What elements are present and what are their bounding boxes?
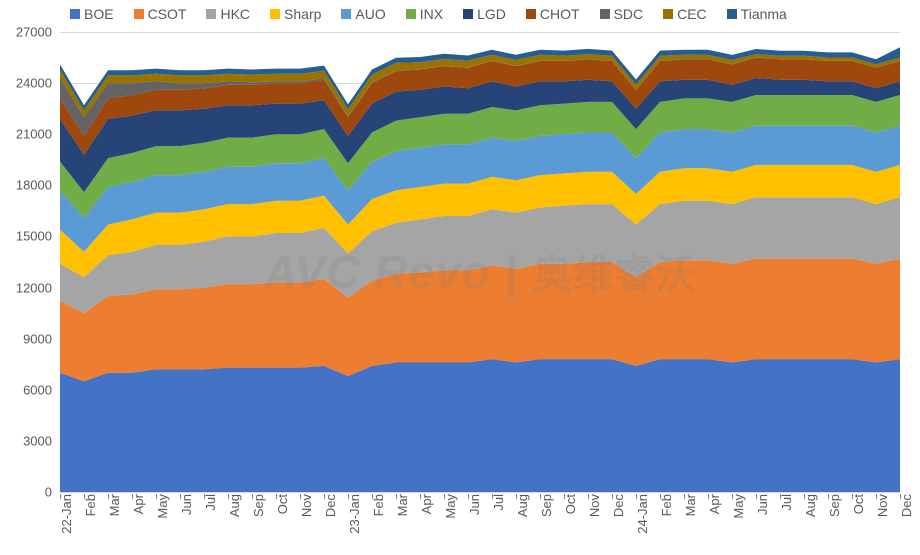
x-tick-label: Apr	[419, 494, 434, 514]
x-tick-label: May	[155, 494, 170, 519]
x-tick-label: Mar	[683, 494, 698, 516]
area-series-boe	[60, 359, 900, 492]
x-tick-label: Apr	[707, 494, 722, 514]
x-tick-label: Sep	[827, 494, 842, 517]
x-tick-label: Apr	[131, 494, 146, 514]
x-tick-label: May	[443, 494, 458, 519]
x-tick-label: Feb	[371, 494, 386, 516]
legend-swatch	[70, 9, 80, 19]
legend-item-tianma: Tianma	[727, 6, 787, 22]
x-tick-label: May	[731, 494, 746, 519]
legend-label: CEC	[677, 6, 707, 22]
x-tick-label: Mar	[107, 494, 122, 516]
y-tick-label: 0	[0, 485, 52, 500]
x-tick-label: 24-Jan	[635, 494, 650, 534]
legend-swatch	[526, 9, 536, 19]
legend-label: Sharp	[284, 6, 321, 22]
legend-label: AUO	[355, 6, 385, 22]
x-tick-label: Jun	[755, 494, 770, 515]
x-tick-label: Jun	[467, 494, 482, 515]
x-tick-label: Feb	[659, 494, 674, 516]
legend-label: SDC	[614, 6, 644, 22]
x-tick-label: Mar	[395, 494, 410, 516]
legend-label: CSOT	[148, 6, 187, 22]
legend-item-sdc: SDC	[600, 6, 644, 22]
y-tick-label: 3000	[0, 433, 52, 448]
x-tick-label: Nov	[587, 494, 602, 517]
x-tick-label: Feb	[83, 494, 98, 516]
x-tick-label: Jun	[179, 494, 194, 515]
x-tick-label: Nov	[875, 494, 890, 517]
legend-label: Tianma	[741, 6, 787, 22]
legend-swatch	[206, 9, 216, 19]
x-tick-label: 23-Jan	[347, 494, 362, 534]
legend-item-csot: CSOT	[134, 6, 187, 22]
legend-item-lgd: LGD	[463, 6, 506, 22]
legend-item-hkc: HKC	[206, 6, 250, 22]
x-axis: 22-Jan Feb Mar Apr May Jun Jul Aug Sep Oct Nov Dec 2…	[60, 494, 900, 554]
legend-swatch	[663, 9, 673, 19]
y-tick-label: 15000	[0, 229, 52, 244]
y-tick-label: 6000	[0, 382, 52, 397]
chart-container: BOE CSOT HKC Sharp AUO INX LGD CHOT SDC CEC Tianma…	[0, 0, 920, 555]
legend-swatch	[134, 9, 144, 19]
y-tick-label: 24000	[0, 76, 52, 91]
plot-area: AVC Revo | 奥维睿沃	[60, 32, 900, 492]
x-tick-label: Oct	[563, 494, 578, 514]
y-tick-label: 12000	[0, 280, 52, 295]
gridline	[60, 492, 900, 493]
legend: BOE CSOT HKC Sharp AUO INX LGD CHOT SDC CEC Tianma	[70, 6, 910, 22]
x-tick-label: Jul	[203, 494, 218, 511]
y-tick-label: 18000	[0, 178, 52, 193]
x-tick-label: 22-Jan	[59, 494, 74, 534]
x-tick-label: Jul	[491, 494, 506, 511]
y-tick-label: 21000	[0, 127, 52, 142]
x-tick-label: Sep	[539, 494, 554, 517]
legend-item-auo: AUO	[341, 6, 385, 22]
y-tick-label: 9000	[0, 331, 52, 346]
x-tick-label: Aug	[803, 494, 818, 517]
x-tick-label: Dec	[323, 494, 338, 517]
legend-swatch	[727, 9, 737, 19]
x-tick-label: Oct	[275, 494, 290, 514]
x-tick-label: Aug	[515, 494, 530, 517]
x-tick-label: Jul	[779, 494, 794, 511]
legend-label: CHOT	[540, 6, 580, 22]
legend-swatch	[600, 9, 610, 19]
legend-swatch	[463, 9, 473, 19]
legend-item-boe: BOE	[70, 6, 114, 22]
legend-item-chot: CHOT	[526, 6, 580, 22]
legend-swatch	[270, 9, 280, 19]
legend-item-sharp: Sharp	[270, 6, 321, 22]
x-tick-label: Aug	[227, 494, 242, 517]
y-tick-label: 27000	[0, 25, 52, 40]
x-tick-label: Nov	[299, 494, 314, 517]
legend-label: LGD	[477, 6, 506, 22]
x-tick-label: Oct	[851, 494, 866, 514]
legend-item-cec: CEC	[663, 6, 707, 22]
legend-item-inx: INX	[406, 6, 443, 22]
legend-label: HKC	[220, 6, 250, 22]
legend-swatch	[341, 9, 351, 19]
x-tick-label: Dec	[899, 494, 914, 517]
x-tick-label: Dec	[611, 494, 626, 517]
stacked-area-svg	[60, 32, 900, 492]
x-tick-label: Sep	[251, 494, 266, 517]
legend-label: BOE	[84, 6, 114, 22]
legend-label: INX	[420, 6, 443, 22]
y-axis: 0300060009000120001500018000210002400027…	[0, 32, 56, 492]
legend-swatch	[406, 9, 416, 19]
